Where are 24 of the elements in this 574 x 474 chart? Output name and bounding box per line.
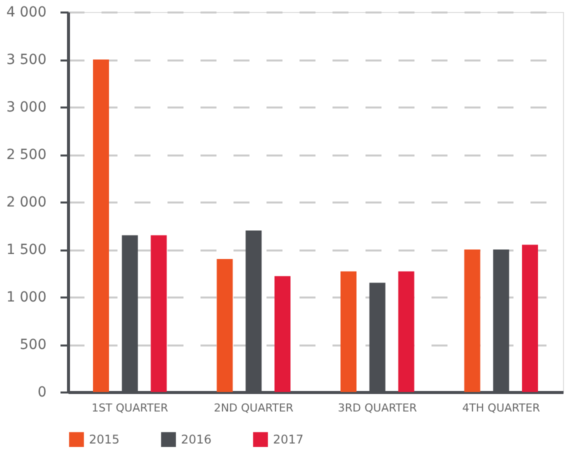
x-tick-label: 1ST QUARTER — [92, 402, 169, 414]
legend-label: 2015 — [89, 432, 120, 447]
legend-label: 2016 — [181, 432, 212, 447]
y-tick-label: 500 — [20, 337, 46, 353]
y-tick-label: 1 500 — [6, 242, 46, 258]
x-tick-label: 3RD QUARTER — [338, 402, 418, 414]
bar — [398, 271, 414, 392]
bar — [340, 271, 356, 392]
bar — [93, 60, 109, 392]
bar — [216, 259, 233, 392]
bar — [274, 276, 290, 392]
y-tick-label: 3 000 — [6, 100, 46, 116]
legend-label: 2017 — [273, 432, 304, 447]
y-tick-label: 2 500 — [6, 147, 46, 163]
y-tick-label: 0 — [38, 384, 46, 400]
x-tick-label: 4TH QUARTER — [462, 402, 540, 414]
y-tick-label: 1 000 — [6, 290, 46, 306]
x-tick-label: 2ND QUARTER — [214, 402, 294, 414]
y-tick-label: 3 500 — [6, 52, 46, 68]
bar — [464, 250, 480, 392]
bar — [150, 235, 167, 392]
y-tick-label: 2 000 — [6, 194, 46, 210]
bar — [522, 244, 538, 392]
y-tick-label: 4 000 — [6, 4, 46, 20]
